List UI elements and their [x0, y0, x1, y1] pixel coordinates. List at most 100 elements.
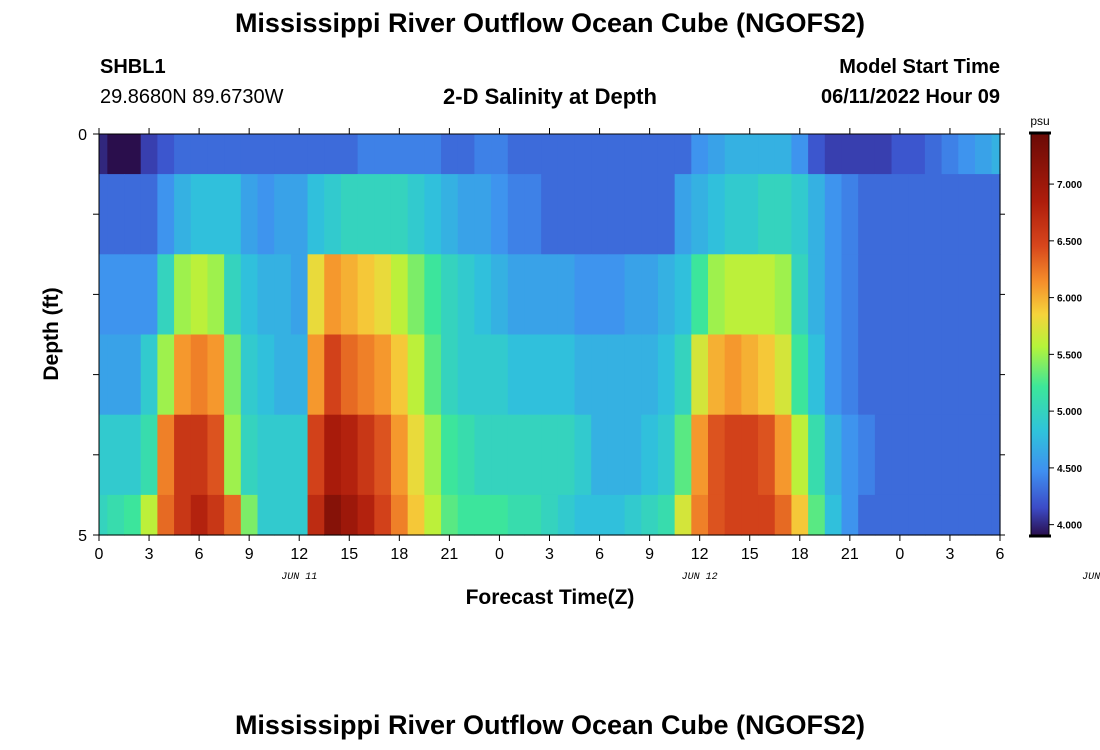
heatmap-cell: [290, 414, 309, 496]
heatmap-cell: [157, 334, 175, 416]
heatmap-cell: [407, 134, 425, 175]
heatmap-cell: [340, 414, 359, 496]
heatmap-cell: [257, 254, 275, 336]
heatmap-cell: [958, 334, 976, 416]
heatmap-cell: [457, 174, 476, 255]
heatmap-cell: [808, 174, 826, 255]
heatmap-cell: [357, 334, 375, 416]
heatmap-cell: [140, 334, 158, 416]
heatmap-cell: [474, 494, 492, 536]
heatmap-cell: [541, 254, 559, 336]
station-coords: 29.8680N 89.6730W: [100, 86, 284, 108]
heatmap-cell: [874, 334, 893, 416]
heatmap-cell: [390, 254, 409, 336]
heatmap-cell: [791, 174, 809, 255]
heatmap-cell: [424, 174, 442, 255]
heatmap-cell: [974, 414, 993, 496]
heatmap-cell: [190, 254, 209, 336]
heatmap-cell: [657, 334, 676, 416]
heatmap-cell: [507, 494, 526, 536]
heatmap-cell: [407, 254, 425, 336]
heatmap-cell: [908, 254, 926, 336]
heatmap-cell: [891, 494, 909, 536]
heatmap-cell: [107, 414, 125, 496]
heatmap-cell: [240, 414, 259, 496]
heatmap-cell: [390, 334, 409, 416]
heatmap-cell: [624, 254, 642, 336]
heatmap-cell: [374, 134, 392, 175]
heatmap-cell: [407, 174, 425, 255]
heatmap-cell: [691, 334, 709, 416]
heatmap-cell: [541, 134, 559, 175]
heatmap-cell: [340, 494, 359, 536]
heatmap-cell: [774, 254, 793, 336]
heatmap-cell: [591, 134, 609, 175]
heatmap-cell: [674, 334, 692, 416]
heatmap-cell: [791, 414, 809, 496]
heatmap-cell: [574, 174, 592, 255]
heatmap-cell: [290, 134, 309, 175]
heatmap-cell: [724, 494, 742, 536]
heatmap-cell: [874, 414, 893, 496]
heatmap-cell: [491, 134, 509, 175]
heatmap-cell: [507, 174, 526, 255]
heatmap-cell: [99, 174, 108, 255]
colorbar: psu 4.000 4.500 5.000 5.500 6.000 6.500 7.000: [1029, 114, 1082, 538]
heatmap-cell: [124, 174, 142, 255]
heatmap-cell: [107, 254, 125, 336]
heatmap-cell: [257, 494, 275, 536]
heatmap-cell: [340, 174, 359, 255]
heatmap-cell: [991, 254, 1001, 336]
plot-axes: 0 3 6 9 12 15 18 21 0 3 6 9 12 15 18 21 0 3 6 JUN 11 JUN 12 J…: [78, 127, 1100, 583]
heatmap-cell: [207, 414, 225, 496]
heatmap-cell: [974, 174, 993, 255]
heatmap-cell: [657, 494, 676, 536]
heatmap-cell: [224, 254, 242, 336]
heatmap-cell: [791, 254, 809, 336]
heatmap-cell: [574, 414, 592, 496]
heatmap-cell: [240, 494, 259, 536]
heatmap-cell: [607, 414, 626, 496]
heatmap-cell: [941, 254, 959, 336]
heatmap-cell: [624, 134, 642, 175]
heatmap-cell: [958, 414, 976, 496]
heatmap-cell: [324, 494, 342, 536]
heatmap-cell: [657, 254, 676, 336]
heatmap-cell: [774, 414, 793, 496]
heatmap-cell: [741, 254, 759, 336]
heatmap-cell: [340, 254, 359, 336]
heatmap-cell: [657, 174, 676, 255]
heatmap-cell: [207, 254, 225, 336]
heatmap-cell: [808, 334, 826, 416]
heatmap-cell: [324, 174, 342, 255]
heatmap-cell: [307, 174, 325, 255]
heatmap-cell: [724, 414, 742, 496]
heatmap-cell: [991, 134, 1001, 175]
x-tick-label: 9: [245, 546, 254, 563]
heatmap-cell: [257, 174, 275, 255]
heatmap-cell: [557, 414, 576, 496]
heatmap-cell: [240, 174, 259, 255]
heatmap-cell: [324, 414, 342, 496]
heatmap-cell: [908, 494, 926, 536]
heatmap-cell: [924, 254, 943, 336]
heatmap-cell: [741, 134, 759, 175]
colorbar-tick-label: 5.000: [1057, 407, 1082, 418]
heatmap-cell: [674, 494, 692, 536]
heatmap-cell: [641, 134, 659, 175]
heatmap-cell: [774, 334, 793, 416]
colorbar-unit: psu: [1030, 114, 1049, 128]
heatmap-cell: [924, 334, 943, 416]
heatmap-cell: [758, 254, 776, 336]
heatmap-cell: [157, 494, 175, 536]
x-tick-label: 6: [595, 546, 604, 563]
colorbar-gradient: [1030, 132, 1050, 537]
heatmap-cell: [374, 254, 392, 336]
station-id: SHBL1: [100, 56, 166, 78]
heatmap-cell: [174, 494, 192, 536]
heatmap-cell: [474, 334, 492, 416]
heatmap-cell: [140, 254, 158, 336]
heatmap-cell: [858, 414, 876, 496]
heatmap-cell: [858, 134, 876, 175]
heatmap-cell: [507, 254, 526, 336]
